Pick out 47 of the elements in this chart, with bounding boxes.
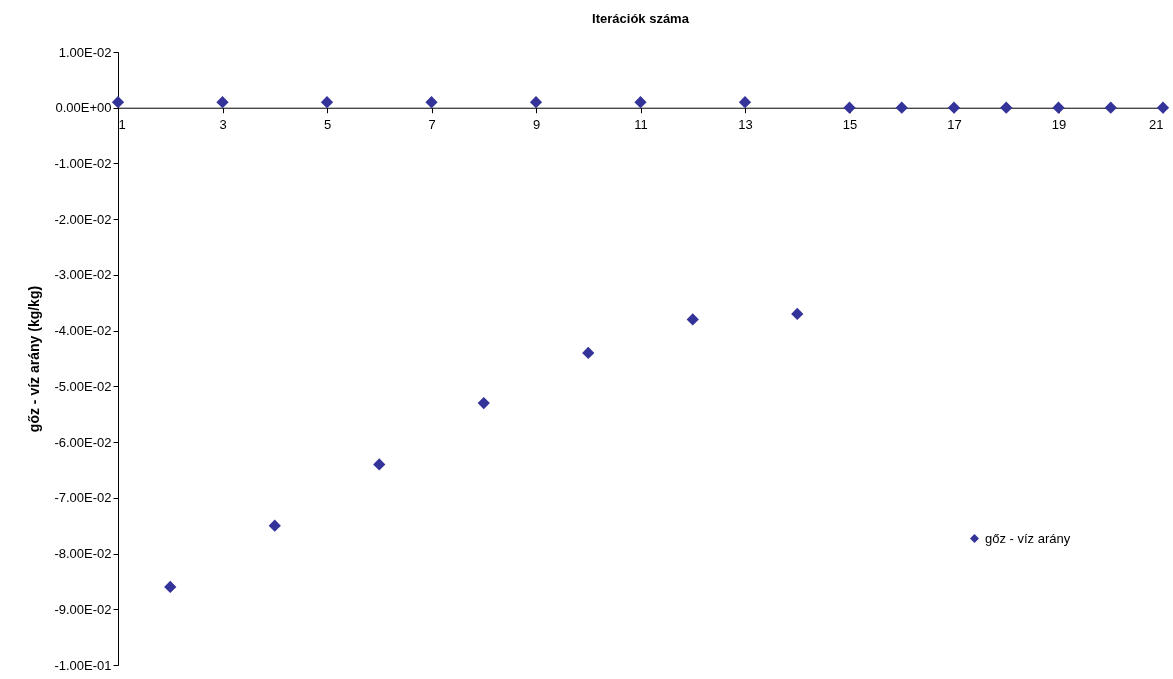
point <box>425 96 438 109</box>
x-tick-label: 9 <box>532 117 541 133</box>
y-tick-label: 0.00E+00 <box>55 100 112 116</box>
x-tick-label: 5 <box>323 117 332 133</box>
y-tick-label: -1.00E-01 <box>54 657 112 673</box>
point <box>686 313 699 326</box>
legend-label: gőz - víz arány <box>985 530 1071 546</box>
point <box>320 96 334 109</box>
x-axis-title: Iterációk száma <box>592 11 690 26</box>
y-tick-label: -8.00E-02 <box>54 546 112 562</box>
point <box>164 580 177 594</box>
point <box>1052 101 1065 114</box>
y-tick-label: -9.00E-02 <box>54 601 112 617</box>
point <box>582 346 595 360</box>
point <box>738 96 752 109</box>
x-tick-label: 19 <box>1051 117 1067 133</box>
point <box>477 396 490 410</box>
x-tick-label: 3 <box>219 117 227 133</box>
y-tick-label: -1.00E-02 <box>54 155 112 171</box>
x-tick-label: 21 <box>1149 117 1164 133</box>
point <box>1104 101 1117 114</box>
x-tick-label: 17 <box>947 117 962 133</box>
point <box>843 101 856 114</box>
point <box>634 96 647 109</box>
point <box>373 458 386 471</box>
y-tick-label: -7.00E-02 <box>54 490 112 506</box>
point <box>1000 101 1013 114</box>
point <box>895 101 908 114</box>
x-tick-label: 1 <box>118 117 126 133</box>
point <box>947 101 961 114</box>
x-tick-label: 7 <box>428 117 436 133</box>
point <box>111 96 125 109</box>
x-tick-label: 11 <box>634 117 648 133</box>
y-tick-label: -4.00E-02 <box>54 323 112 339</box>
point <box>529 96 543 109</box>
y-tick-label: 1.00E-02 <box>58 44 112 60</box>
x-tick-label: 13 <box>738 117 753 133</box>
y-tick-label: -3.00E-02 <box>54 267 112 283</box>
point <box>268 519 281 532</box>
point <box>216 96 229 109</box>
y-axis-title: gőz - víz arány (kg/kg) <box>26 285 43 433</box>
x-tick-label: 15 <box>842 117 858 133</box>
y-tick-label: -5.00E-02 <box>54 378 112 394</box>
point <box>1156 101 1170 114</box>
y-tick-label: -2.00E-02 <box>54 211 112 227</box>
y-tick-label: -6.00E-02 <box>54 434 112 450</box>
point <box>791 307 804 321</box>
